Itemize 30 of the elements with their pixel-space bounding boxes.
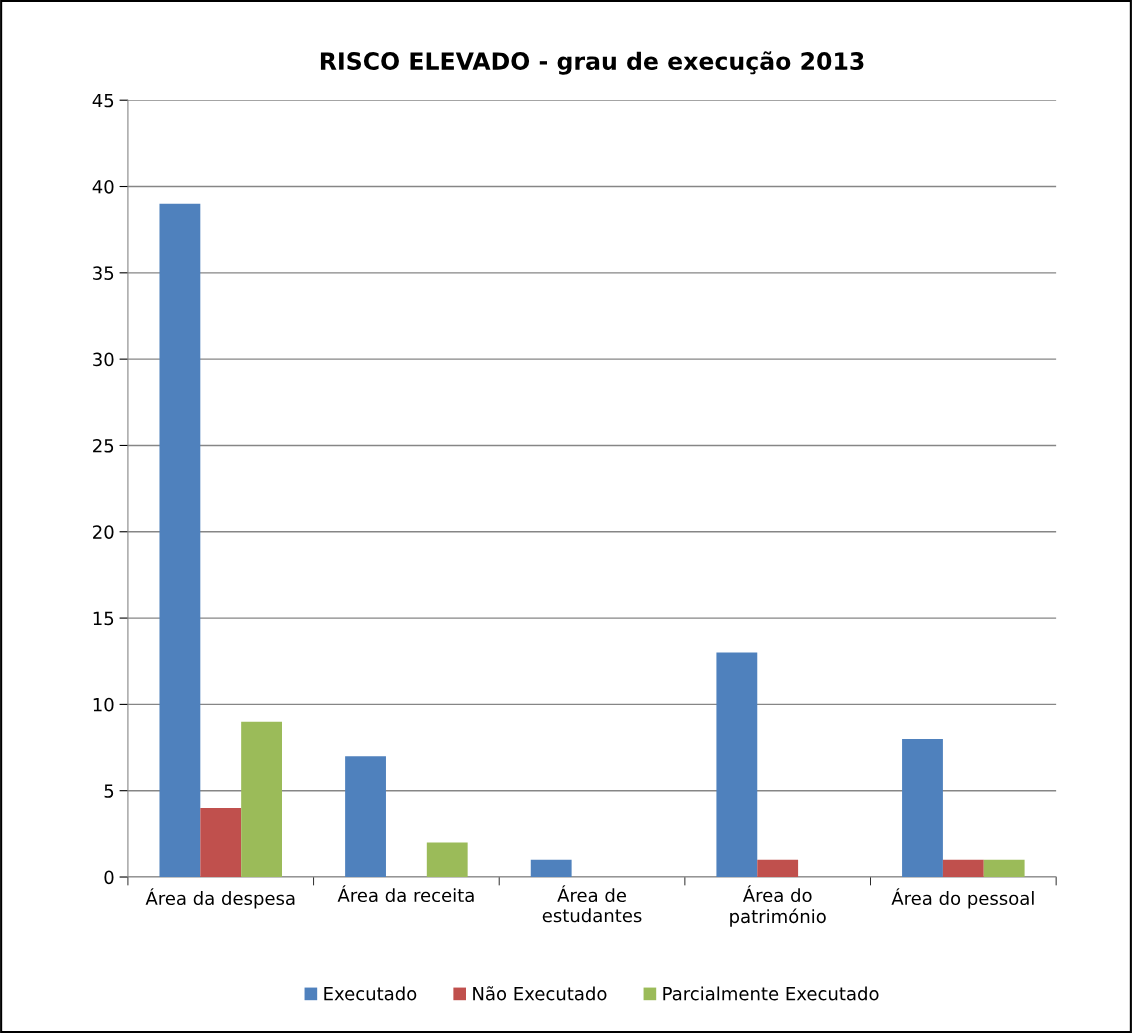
legend-label: Não Executado bbox=[473, 986, 607, 1001]
x-tick-label: Área da despesa bbox=[145, 888, 295, 909]
y-tick-label: 5 bbox=[104, 784, 114, 798]
x-tick-label: Área do património bbox=[730, 885, 826, 927]
chart-title: RISCO ELEVADO - grau de execução 2013 bbox=[320, 51, 864, 75]
y-tick-label: 45 bbox=[92, 93, 114, 108]
y-tick-label: 40 bbox=[92, 179, 114, 194]
bar bbox=[983, 859, 1025, 878]
bar bbox=[159, 203, 201, 878]
x-tick-label: Área do pessoal bbox=[891, 888, 1034, 909]
y-tick-label: 30 bbox=[93, 352, 114, 367]
bar bbox=[345, 756, 386, 878]
y-tick-label: 25 bbox=[93, 438, 114, 453]
y-tick-label: 10 bbox=[93, 697, 114, 712]
bar bbox=[902, 738, 943, 878]
bar bbox=[757, 859, 799, 878]
legend-label: Executado bbox=[324, 986, 417, 1001]
y-tick-label: 0 bbox=[104, 870, 114, 885]
x-tick-label: Área da receita bbox=[337, 885, 474, 903]
bar bbox=[716, 652, 758, 878]
legend-label: Parcialmente Executado bbox=[663, 986, 879, 1001]
bar bbox=[426, 842, 468, 878]
bar bbox=[241, 721, 282, 878]
bar bbox=[942, 859, 984, 878]
bar bbox=[200, 807, 242, 878]
y-tick-label: 35 bbox=[93, 266, 114, 280]
x-tick-label: Área de estudantes bbox=[542, 885, 642, 923]
y-tick-label: 15 bbox=[93, 611, 114, 626]
bar bbox=[530, 859, 572, 878]
y-tick-label: 20 bbox=[93, 525, 114, 539]
